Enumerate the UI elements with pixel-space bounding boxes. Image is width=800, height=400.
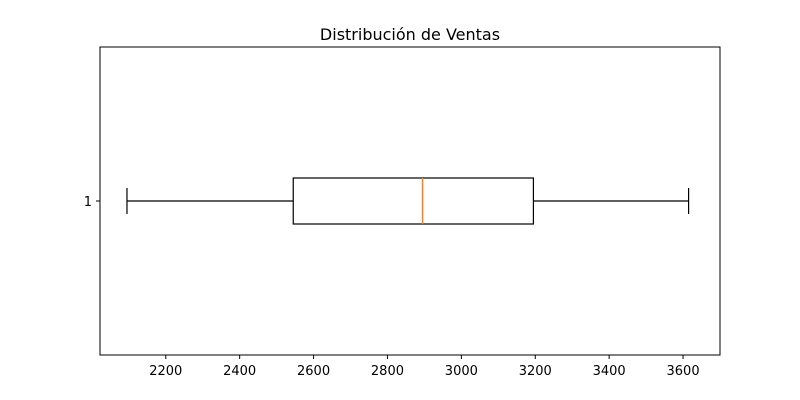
x-tick-label: 2400 xyxy=(223,364,256,379)
axes-frame xyxy=(99,46,721,356)
x-tick-label: 3400 xyxy=(593,364,626,379)
x-tick-label: 3200 xyxy=(519,364,552,379)
x-tick-label: 3000 xyxy=(445,364,478,379)
y-tick-label: 1 xyxy=(84,195,92,210)
iqr-box xyxy=(292,177,535,225)
x-tick-label: 2200 xyxy=(149,364,182,379)
x-tick-label: 3600 xyxy=(667,364,700,379)
chart-title: Distribución de Ventas xyxy=(320,25,500,44)
plot-area: 2200 2400 2600 2800 3000 3200 3400 3600 1 xyxy=(84,177,700,379)
x-tick-label: 2800 xyxy=(371,364,404,379)
x-tick-label: 2600 xyxy=(297,364,330,379)
